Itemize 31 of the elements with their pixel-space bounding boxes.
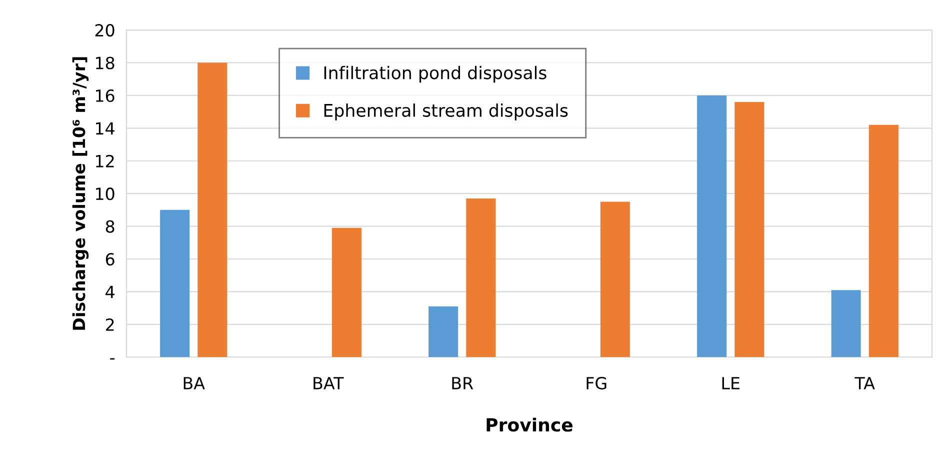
x-tick-label: TA: [854, 377, 875, 390]
y-tick-label: -: [110, 358, 115, 360]
x-axis-title: Province: [486, 418, 573, 432]
x-tick-label: BR: [452, 377, 474, 390]
y-tick-label: 2: [106, 318, 114, 331]
bar: [600, 202, 630, 358]
y-tick-label: 8: [106, 220, 114, 233]
bar: [734, 102, 764, 358]
y-axis-title: Discharge volume [10⁶ m³/yr]: [72, 57, 89, 330]
bar: [428, 306, 458, 358]
bar: [466, 198, 496, 358]
y-tick-label: 4: [106, 286, 114, 298]
y-tick-label: 12: [96, 154, 114, 168]
y-tick-label: 20: [95, 24, 114, 37]
bar: [332, 228, 362, 358]
bar: [831, 290, 861, 358]
x-tick-label: FG: [586, 376, 606, 390]
bar: [198, 62, 228, 358]
x-tick-label: BA: [184, 377, 205, 390]
y-tick-label: 10: [96, 188, 114, 200]
bar: [160, 210, 190, 358]
x-tick-label: BAT: [314, 377, 344, 390]
x-tick-label: LE: [722, 377, 740, 390]
bar: [868, 124, 898, 358]
y-tick-label: 6: [106, 252, 114, 266]
y-tick-label: 16: [96, 89, 114, 102]
y-tick-label: 14: [96, 122, 114, 134]
y-tick-label: 18: [96, 56, 114, 70]
legend-label: Infiltration pond disposals: [324, 66, 546, 83]
legend-label: Ephemeral stream disposals: [324, 104, 568, 120]
bar: [697, 95, 727, 358]
